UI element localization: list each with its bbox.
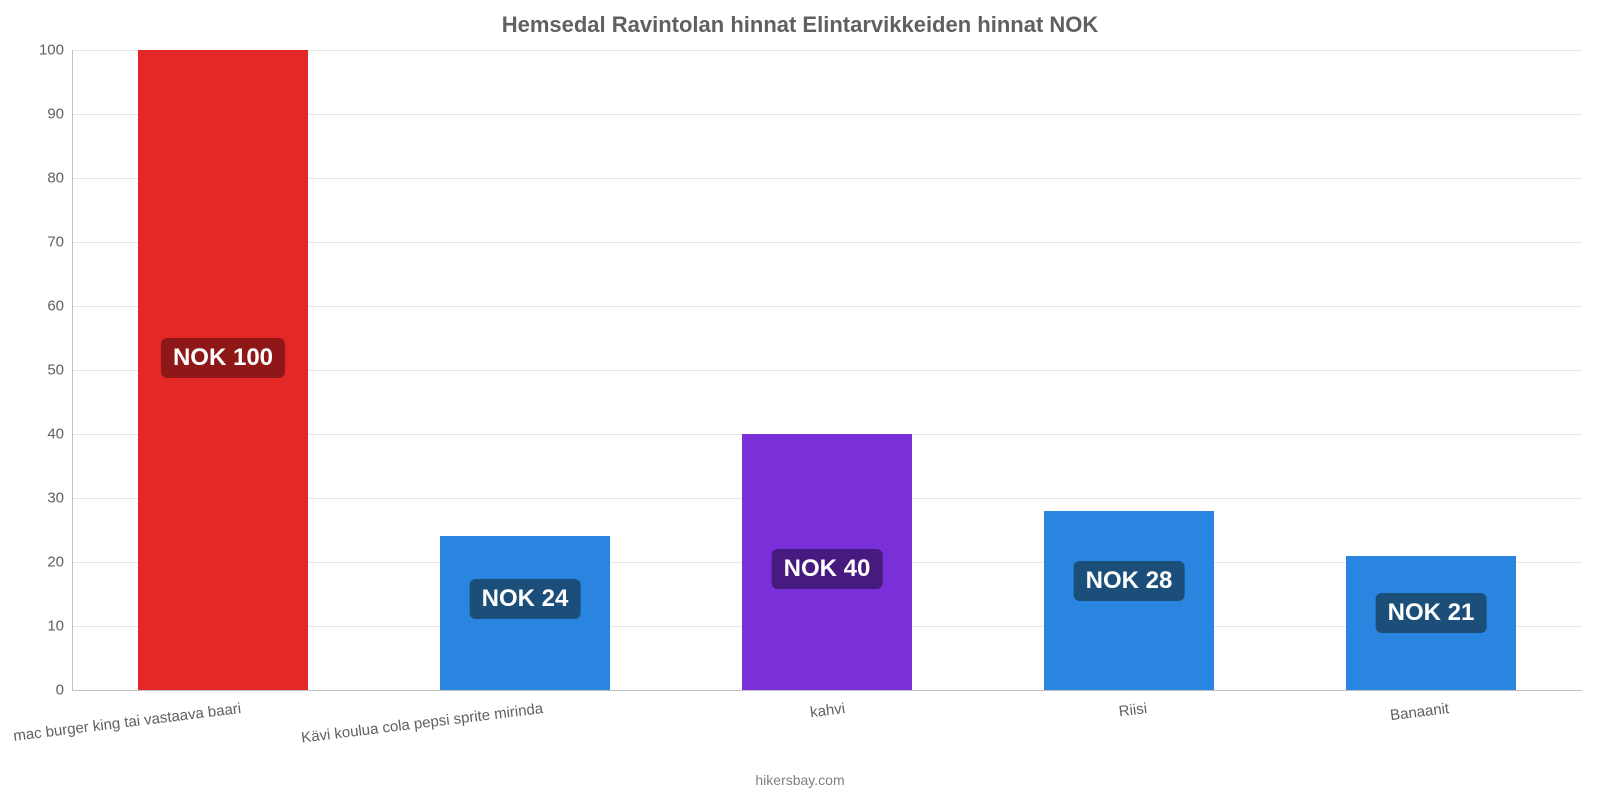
y-tick-label: 100: [39, 42, 64, 59]
x-tick-label: mac burger king tai vastaava baari: [12, 700, 242, 745]
y-tick-label: 70: [47, 234, 64, 251]
y-tick-label: 50: [47, 362, 64, 379]
y-tick-label: 90: [47, 106, 64, 123]
value-badge: NOK 100: [161, 338, 285, 378]
value-badge: NOK 28: [1074, 561, 1185, 601]
chart-title: Hemsedal Ravintolan hinnat Elintarvikkei…: [0, 12, 1600, 38]
value-badge: NOK 21: [1376, 593, 1487, 633]
value-badge: NOK 24: [470, 579, 581, 619]
y-tick-label: 30: [47, 490, 64, 507]
plot-area: NOK 100 NOK 24 NOK 40 NOK 28 NOK 21: [72, 50, 1582, 690]
value-badge: NOK 40: [772, 549, 883, 589]
x-tick-label: Riisi: [1118, 700, 1148, 720]
price-bar-chart: Hemsedal Ravintolan hinnat Elintarvikkei…: [0, 0, 1600, 800]
x-tick-label: Banaanit: [1389, 700, 1450, 724]
x-tick-label: kahvi: [809, 700, 846, 721]
x-axis-line: [72, 690, 1582, 691]
y-tick-label: 40: [47, 426, 64, 443]
y-axis-line: [72, 50, 73, 690]
x-tick-label: Kävi koulua cola pepsi sprite mirinda: [300, 700, 544, 747]
y-tick-label: 60: [47, 298, 64, 315]
credit-label: hikersbay.com: [0, 772, 1600, 788]
y-tick-label: 80: [47, 170, 64, 187]
y-tick-label: 20: [47, 554, 64, 571]
y-tick-label: 10: [47, 618, 64, 635]
y-tick-label: 0: [56, 682, 64, 699]
